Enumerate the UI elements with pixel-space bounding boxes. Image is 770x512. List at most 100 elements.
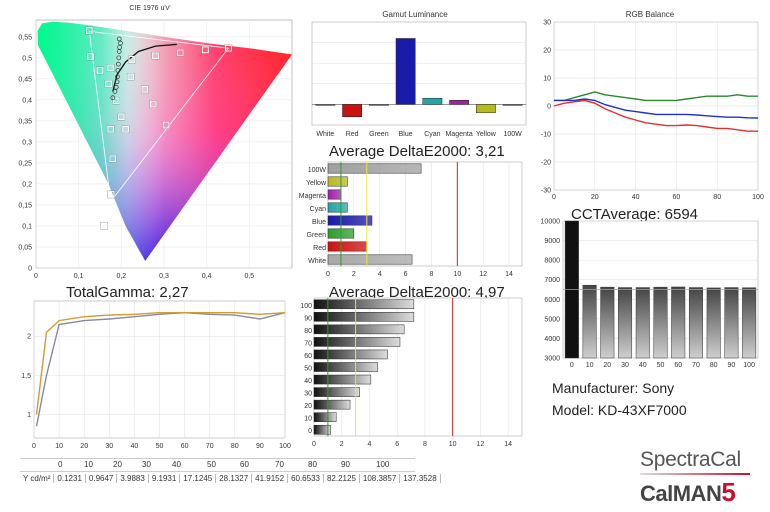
- lum-value-cell: 41.9152: [251, 474, 289, 483]
- cie-y-tick: 0,5: [22, 55, 32, 62]
- dg-x-tick: 0: [326, 271, 330, 278]
- delta-gamut-title: Average DeltaE2000: 3,21: [329, 143, 505, 160]
- cie-y-tick: 0,25: [18, 160, 32, 167]
- cie-measured-marker: [118, 40, 123, 46]
- lum-header-cell: 90: [341, 460, 350, 469]
- dy-category-label: 70: [304, 340, 312, 347]
- dg-category-label: 100W: [308, 167, 327, 174]
- lum-value-cell: 0.9647: [85, 474, 118, 483]
- cie-y-tick: 0,4: [22, 97, 32, 104]
- dg-category-label: White: [308, 258, 326, 265]
- cie-y-tick: 0,1: [22, 223, 32, 230]
- cie-target-outline: [106, 125, 115, 134]
- cct-y-tick: 3000: [544, 356, 560, 363]
- cct-bar: [688, 287, 703, 359]
- dg-x-tick: 4: [378, 271, 382, 278]
- model-label: Model: KD-43XF7000: [552, 402, 687, 418]
- cie-target-marker: [107, 190, 115, 198]
- gamma-series-target: [35, 312, 286, 415]
- gamma-y-tick: 1: [27, 412, 31, 419]
- cie-y-tick: 0,2: [22, 181, 32, 188]
- cie-target-outline: [100, 222, 109, 230]
- gamma-x-tick: 50: [156, 443, 164, 450]
- cie-target-outline: [151, 51, 160, 60]
- cie-target-marker: [127, 73, 135, 81]
- delta-gray-title: Average DeltaE2000: 4,97: [329, 284, 505, 301]
- cct-y-tick: 9000: [544, 238, 560, 245]
- lum-header-cell: 40: [172, 460, 181, 469]
- lum-header-cell: 80: [308, 460, 317, 469]
- cct-bar: [671, 286, 686, 359]
- gl-category-label: Green: [369, 131, 389, 138]
- dg-bar: [327, 189, 342, 200]
- gl-bar: [502, 104, 523, 106]
- cct-category-label: 90: [728, 362, 736, 369]
- cie-measured-marker: [116, 55, 122, 61]
- cie-target-marker: [162, 121, 170, 129]
- cie-title: CIE 1976 u'v': [129, 5, 170, 12]
- cct-y-tick: 4000: [544, 336, 560, 343]
- gamma-value: 2,27: [159, 284, 189, 301]
- cie-target-outline: [149, 100, 158, 108]
- rgb-y-tick: 0: [547, 104, 551, 111]
- cct-category-label: 60: [674, 362, 682, 369]
- rgb-x-tick: 60: [673, 194, 681, 200]
- lum-value-cell: 137.3528: [399, 474, 441, 483]
- dg-bar: [327, 163, 422, 174]
- cie-y-tick: 0,3: [22, 139, 32, 146]
- cct-y-tick: 8000: [544, 258, 560, 265]
- dg-category-label: Magenta: [299, 193, 326, 200]
- dg-category-label: Green: [307, 232, 327, 239]
- rgb-y-tick: 10: [543, 76, 551, 83]
- dy-category-label: 10: [304, 416, 312, 423]
- cie-measured-marker: [116, 36, 122, 42]
- dg-x-tick: 12: [479, 271, 487, 278]
- cct-title: CCTAverage: 6594: [571, 206, 699, 223]
- dg-x-tick: 6: [404, 271, 408, 278]
- gl-bar: [422, 97, 443, 105]
- cie-target-marker: [107, 125, 115, 133]
- lum-value-cell: 60.6533: [287, 474, 324, 483]
- cie-target-marker: [128, 55, 136, 64]
- logo-divider: [640, 473, 750, 475]
- cie-target-marker: [107, 64, 115, 72]
- cct-bar: [706, 287, 721, 359]
- cie-target-marker: [96, 66, 104, 74]
- cie-y-tick: 0,35: [18, 118, 32, 125]
- cie-target-outline: [107, 190, 115, 199]
- cie-target-marker: [109, 155, 117, 163]
- cie-measured-marker: [116, 49, 122, 54]
- dy-bar: [313, 337, 401, 347]
- cie-measured-marker: [115, 68, 121, 73]
- dg-x-tick: 2: [352, 271, 356, 278]
- dy-bar: [313, 324, 405, 335]
- cie-target-marker: [141, 85, 149, 93]
- dy-category-label: 100: [300, 303, 312, 310]
- gamma-x-tick: 70: [206, 443, 214, 450]
- gl-bar: [315, 104, 336, 106]
- lum-value-cell: 3.9883: [116, 474, 149, 483]
- gamma-x-tick: 80: [231, 443, 239, 450]
- lum-header-cell: 0: [58, 460, 63, 469]
- gamut-luminance-chart: Gamut Luminance White Red Green Blue Cyan Mag…: [311, 10, 527, 138]
- cct-category-label: 70: [692, 362, 700, 369]
- cct-category-label: 30: [621, 362, 629, 369]
- dy-category-label: 80: [304, 328, 312, 335]
- lum-value-cell: 28.1327: [215, 474, 253, 483]
- gamma-y-tick: 1,5: [21, 373, 31, 380]
- cie-target-outline: [106, 64, 115, 72]
- cct-bar: [742, 287, 757, 359]
- gl-category-label: Red: [346, 131, 359, 138]
- dy-category-label: 30: [304, 391, 312, 398]
- cie-axes: 0,55 0,5 0,45 0,4 0,35 0,3 0,25 0,2 0,15 0,1 0,05 0…: [18, 34, 254, 280]
- gamma-x-tick: 60: [181, 443, 189, 450]
- dg-category-label: Yellow: [306, 180, 327, 187]
- lum-header-cell: 20: [113, 460, 122, 469]
- calman-version: 5: [721, 477, 736, 507]
- delta-gray-value: 4,97: [475, 284, 505, 301]
- dy-bar: [313, 299, 415, 310]
- dy-x-tick: 6: [395, 441, 399, 448]
- cie-target-outline: [85, 26, 94, 35]
- gamma-x-tick: 10: [55, 443, 63, 450]
